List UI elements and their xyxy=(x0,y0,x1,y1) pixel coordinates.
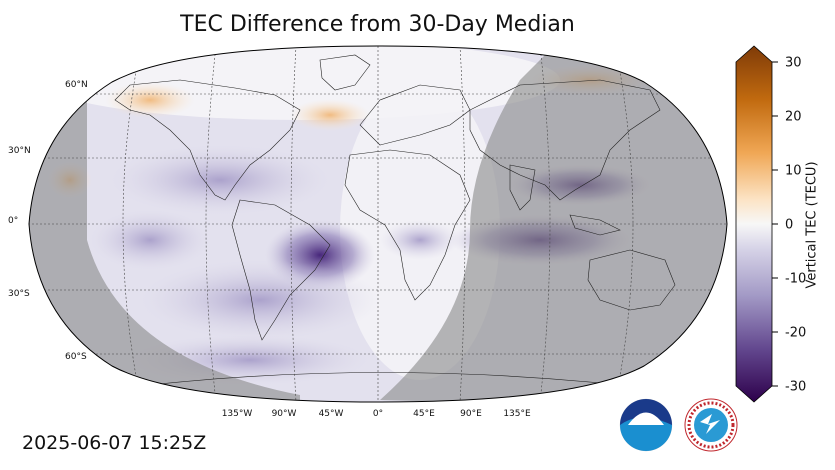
noaa-logo xyxy=(619,398,673,452)
colorbar xyxy=(735,45,778,403)
timestamp: 2025-06-07 15:25Z xyxy=(22,432,207,454)
lon-label-90e: 90°E xyxy=(460,409,482,419)
lat-label-60s: 60°S xyxy=(65,352,87,362)
colorbar-label: Vertical TEC (TECU) xyxy=(804,161,820,289)
globe xyxy=(29,46,727,402)
colorbar-tick-neg30: -30 xyxy=(785,379,807,395)
globe-outline xyxy=(28,45,728,403)
colorbar-tick-neg10: -10 xyxy=(785,271,807,287)
colorbar-tick-20: 20 xyxy=(785,109,802,125)
lat-label-0: 0° xyxy=(8,216,19,226)
lon-label-90w: 90°W xyxy=(271,409,297,419)
lon-label-45e: 45°E xyxy=(413,409,435,419)
lat-label-30s: 30°S xyxy=(8,289,30,299)
lon-label-45w: 45°W xyxy=(318,409,344,419)
colorbar-tick-10: 10 xyxy=(785,163,802,179)
colorbar-tick-0: 0 xyxy=(785,217,794,233)
colorbar-tick-30: 30 xyxy=(785,55,802,71)
lon-label-135e: 135°E xyxy=(503,409,531,419)
nws-logo xyxy=(684,398,738,452)
chart-title: TEC Difference from 30-Day Median xyxy=(180,12,575,37)
lon-label-0: 0° xyxy=(372,409,384,419)
lon-label-135w: 135°W xyxy=(221,409,253,419)
coastlines xyxy=(114,54,676,386)
graticule xyxy=(29,46,727,402)
lat-label-60n: 60°N xyxy=(65,80,88,90)
colorbar-tick-neg20: -20 xyxy=(785,325,807,341)
lat-label-30n: 30°N xyxy=(8,146,31,156)
